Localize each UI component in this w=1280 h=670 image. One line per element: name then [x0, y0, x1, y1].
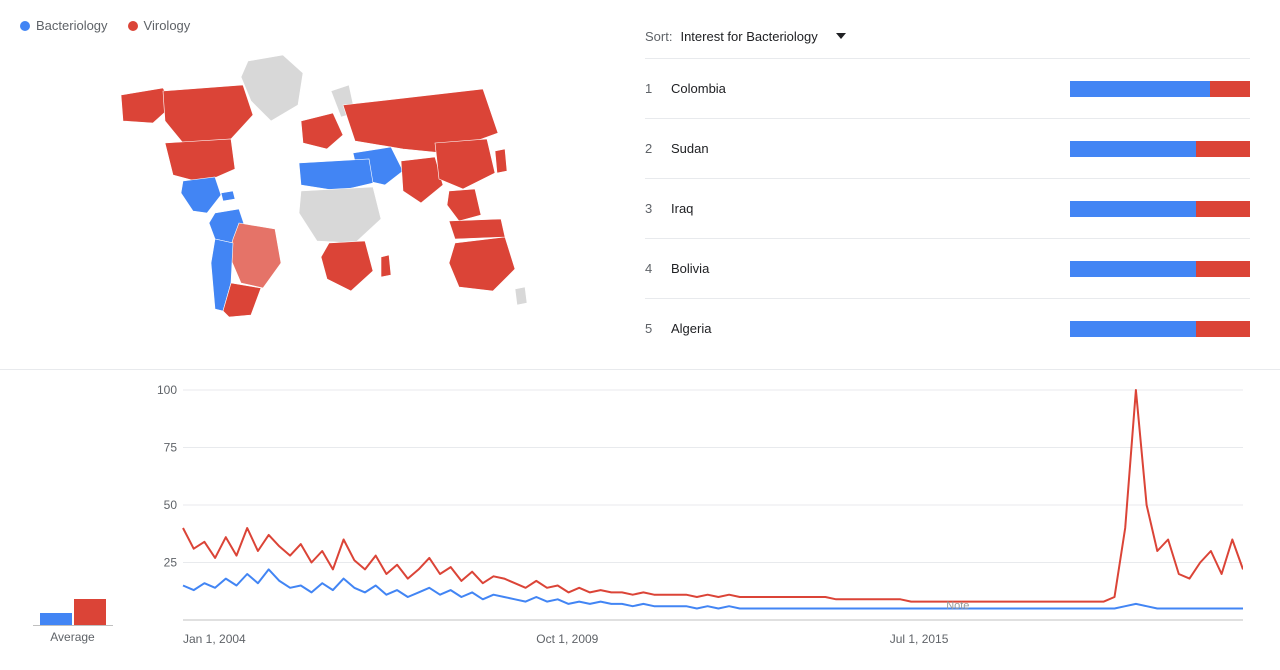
rank-bar — [1070, 81, 1250, 97]
svg-text:50: 50 — [164, 498, 178, 512]
average-bar-bacteriology — [40, 613, 72, 625]
sort-label: Sort: — [645, 29, 672, 44]
ranking-row[interactable]: 5Algeria — [645, 298, 1250, 358]
x-axis-tick-label: Oct 1, 2009 — [536, 632, 598, 646]
rank-number: 3 — [645, 201, 671, 216]
average-label: Average — [50, 630, 94, 644]
legend-item-bacteriology: Bacteriology — [20, 18, 108, 33]
rank-bar — [1070, 321, 1250, 337]
average-bar-virology — [74, 599, 106, 625]
ranking-row[interactable]: 2Sudan — [645, 118, 1250, 178]
rank-country: Bolivia — [671, 261, 1070, 276]
chevron-down-icon — [836, 33, 846, 39]
rank-number: 4 — [645, 261, 671, 276]
rank-number: 5 — [645, 321, 671, 336]
ranking-row[interactable]: 1Colombia — [645, 58, 1250, 118]
rank-bar — [1070, 141, 1250, 157]
legend-label-bacteriology: Bacteriology — [36, 18, 108, 33]
x-axis-tick-label: Jul 1, 2015 — [890, 632, 949, 646]
svg-text:25: 25 — [164, 556, 178, 570]
average-bars — [33, 586, 113, 626]
rank-country: Iraq — [671, 201, 1070, 216]
ranking-row[interactable]: 4Bolivia — [645, 238, 1250, 298]
rank-country: Algeria — [671, 321, 1070, 336]
x-axis-tick-label: Jan 1, 2004 — [183, 632, 246, 646]
legend: Bacteriology Virology — [20, 18, 615, 33]
world-map[interactable] — [20, 43, 615, 326]
chart-note: Note — [946, 600, 969, 612]
legend-dot-virology — [128, 21, 138, 31]
svg-text:100: 100 — [157, 383, 177, 397]
ranking-row[interactable]: 3Iraq — [645, 178, 1250, 238]
legend-dot-bacteriology — [20, 21, 30, 31]
rank-bar — [1070, 201, 1250, 217]
rank-number: 2 — [645, 141, 671, 156]
legend-item-virology: Virology — [128, 18, 191, 33]
ranking-list: 1Colombia2Sudan3Iraq4Bolivia5Algeria — [645, 58, 1250, 358]
legend-label-virology: Virology — [144, 18, 191, 33]
sort-dropdown[interactable]: Sort: Interest for Bacteriology — [645, 18, 1250, 54]
rank-country: Sudan — [671, 141, 1070, 156]
sort-selected-value: Interest for Bacteriology — [680, 29, 817, 44]
timeseries-chart[interactable]: 25 50 75 100 — [145, 380, 1243, 630]
rank-bar — [1070, 261, 1250, 277]
rank-country: Colombia — [671, 81, 1070, 96]
rank-number: 1 — [645, 81, 671, 96]
svg-text:75: 75 — [164, 441, 178, 455]
